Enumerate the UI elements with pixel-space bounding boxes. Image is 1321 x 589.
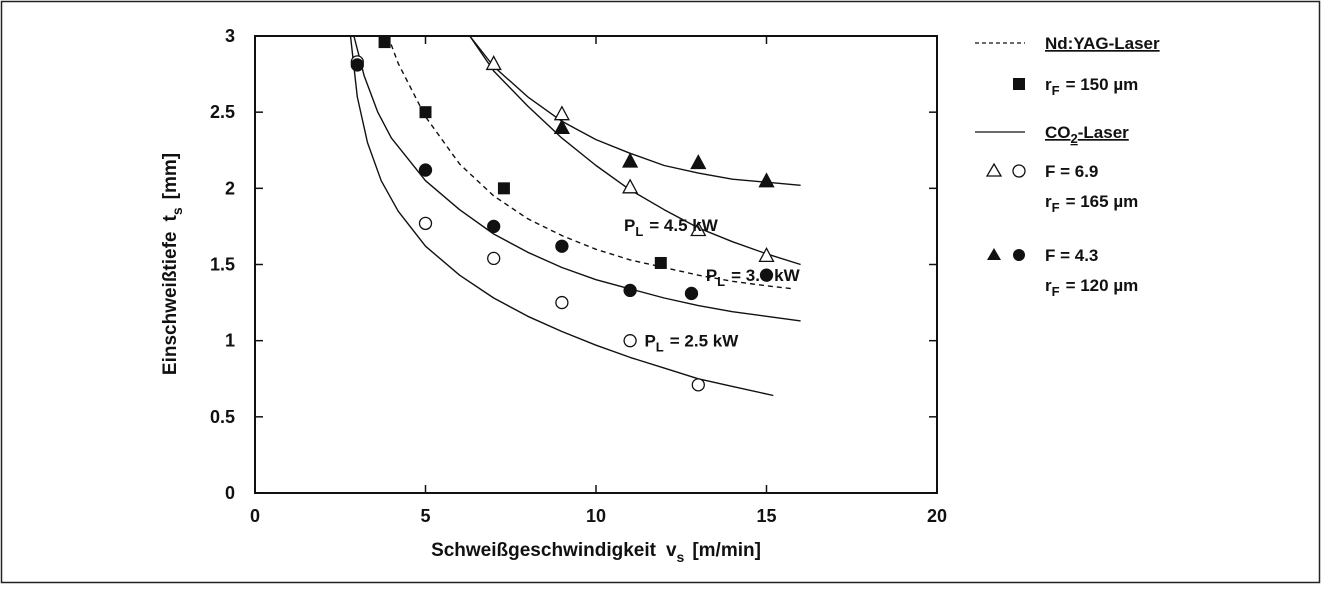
plot-area	[254, 35, 938, 494]
x-tick-label-0: 0	[250, 506, 260, 526]
y-axis-unit: [mm]	[160, 153, 181, 199]
marker-square-filled-2	[497, 182, 510, 195]
legend-square-marker	[1013, 78, 1025, 90]
marker-circle-open-1	[418, 216, 433, 231]
y-tick-label-5: 2.5	[210, 102, 235, 122]
annotation-2-sub: L	[656, 340, 664, 355]
annotation-1-sub: L	[717, 274, 725, 289]
y-axis-title: Einschweißtiefe ts [mm]	[160, 153, 185, 375]
x-axis-symbol-sub: s	[677, 549, 685, 565]
legend-ndyag-rf: rF = 150 µm	[1045, 75, 1138, 98]
x-axis-symbol: v	[666, 540, 677, 561]
legend-group2-rf-sub: F	[1052, 284, 1060, 299]
legend-group2-rf-symbol: r	[1045, 276, 1052, 295]
legend-open-triangle-marker	[985, 162, 1003, 177]
x-tick-label-2: 10	[586, 506, 606, 526]
marker-circle-filled-3	[555, 239, 569, 253]
marker-triangle-open-4	[758, 246, 775, 263]
legend-group2-rf: rF = 120 µm	[1045, 276, 1138, 299]
fit-curve-0	[349, 35, 774, 397]
legend-ndyag-rf-symbol: r	[1045, 75, 1052, 94]
legend-ndyag-rf-text: = 150 µm	[1066, 75, 1139, 94]
marker-square-filled-1	[419, 106, 432, 119]
y-axis-label: Einschweißtiefe	[160, 231, 181, 375]
annotation-1-text: = 3.0 kW	[731, 266, 800, 285]
y-axis-symbol: t	[160, 214, 181, 221]
marker-triangle-filled-3	[758, 172, 775, 188]
marker-triangle-open-0	[485, 55, 502, 71]
legend-co2-prefix: CO	[1045, 123, 1071, 142]
annotation-2-symbol: P	[644, 332, 655, 351]
legend-filled-circle-marker	[1013, 249, 1025, 261]
annotation-1: PL = 3.0 kW	[706, 266, 801, 289]
marker-circle-filled-0	[350, 58, 364, 72]
data-markers	[350, 36, 775, 392]
legend-open-circle-marker	[1012, 164, 1026, 178]
marker-circle-filled-2	[487, 219, 501, 234]
y-tick-label-3: 1.5	[210, 255, 235, 275]
marker-square-filled-0	[378, 36, 391, 49]
legend: Nd:YAG-Laser rF = 150 µm CO2-Laser F = 6.…	[975, 34, 1160, 299]
legend-group1-rf: rF = 165 µm	[1045, 192, 1138, 215]
y-tick-label-1: 0.5	[210, 407, 235, 427]
marker-circle-open-4	[623, 334, 637, 348]
y-tick-label-0: 0	[225, 483, 235, 503]
legend-filled-triangle-marker	[987, 248, 1001, 260]
x-axis-unit: [m/min]	[692, 540, 761, 561]
legend-group1-rf-sub: F	[1052, 200, 1060, 215]
y-tick-label-4: 2	[225, 178, 235, 198]
annotation-1-symbol: P	[706, 266, 717, 285]
legend-co2-sub: 2	[1071, 131, 1078, 146]
marker-square-filled-3	[654, 256, 667, 269]
marker-triangle-open-1	[553, 105, 570, 121]
marker-circle-filled-5	[684, 286, 699, 301]
y-tick-label-6: 3	[225, 26, 235, 46]
annotation-0: PL = 4.5 kW	[624, 216, 719, 239]
legend-group1-rf-text: = 165 µm	[1066, 192, 1139, 211]
x-tick-label-1: 5	[420, 506, 430, 526]
annotation-2-text: = 2.5 kW	[670, 332, 739, 351]
annotation-0-symbol: P	[624, 216, 635, 235]
marker-triangle-filled-0	[553, 119, 570, 135]
x-axis-title: Schweißgeschwindigkeit vs [m/min]	[431, 540, 761, 565]
marker-circle-open-5	[691, 378, 705, 392]
axis-ticks: 0 5 10 15 20 0 0.5 1 1.5 2 2.5 3	[210, 26, 947, 526]
annotation-0-text: = 4.5 kW	[649, 216, 718, 235]
annotation-0-sub: L	[635, 224, 643, 239]
legend-group1-rf-symbol: r	[1045, 192, 1052, 211]
legend-group1-f: F = 6.9	[1045, 162, 1098, 181]
x-tick-label-3: 15	[756, 506, 776, 526]
marker-circle-open-3	[555, 295, 569, 310]
legend-co2-title: CO2-Laser	[1045, 123, 1129, 146]
marker-circle-filled-1	[418, 163, 433, 177]
legend-group2-rf-text: = 120 µm	[1066, 276, 1139, 295]
marker-circle-open-2	[487, 251, 501, 266]
legend-ndyag-rf-sub: F	[1052, 83, 1060, 98]
legend-ndyag-title: Nd:YAG-Laser	[1045, 34, 1160, 53]
y-axis-symbol-sub: s	[169, 207, 185, 215]
legend-co2-suffix: -Laser	[1078, 123, 1129, 142]
marker-circle-filled-6	[759, 268, 774, 282]
y-tick-label-2: 1	[225, 331, 235, 351]
x-axis-label: Schweißgeschwindigkeit	[431, 540, 657, 561]
fit-curve-1	[353, 35, 801, 322]
fit-curve-2	[387, 35, 794, 290]
marker-triangle-open-3	[690, 221, 707, 237]
legend-group2-f: F = 4.3	[1045, 246, 1098, 265]
x-tick-label-4: 20	[927, 506, 947, 526]
marker-triangle-filled-2	[690, 154, 707, 170]
marker-circle-filled-4	[623, 283, 637, 298]
annotation-2: PL = 2.5 kW	[644, 332, 739, 355]
marker-triangle-open-2	[622, 178, 639, 194]
marker-triangle-filled-1	[622, 152, 639, 168]
